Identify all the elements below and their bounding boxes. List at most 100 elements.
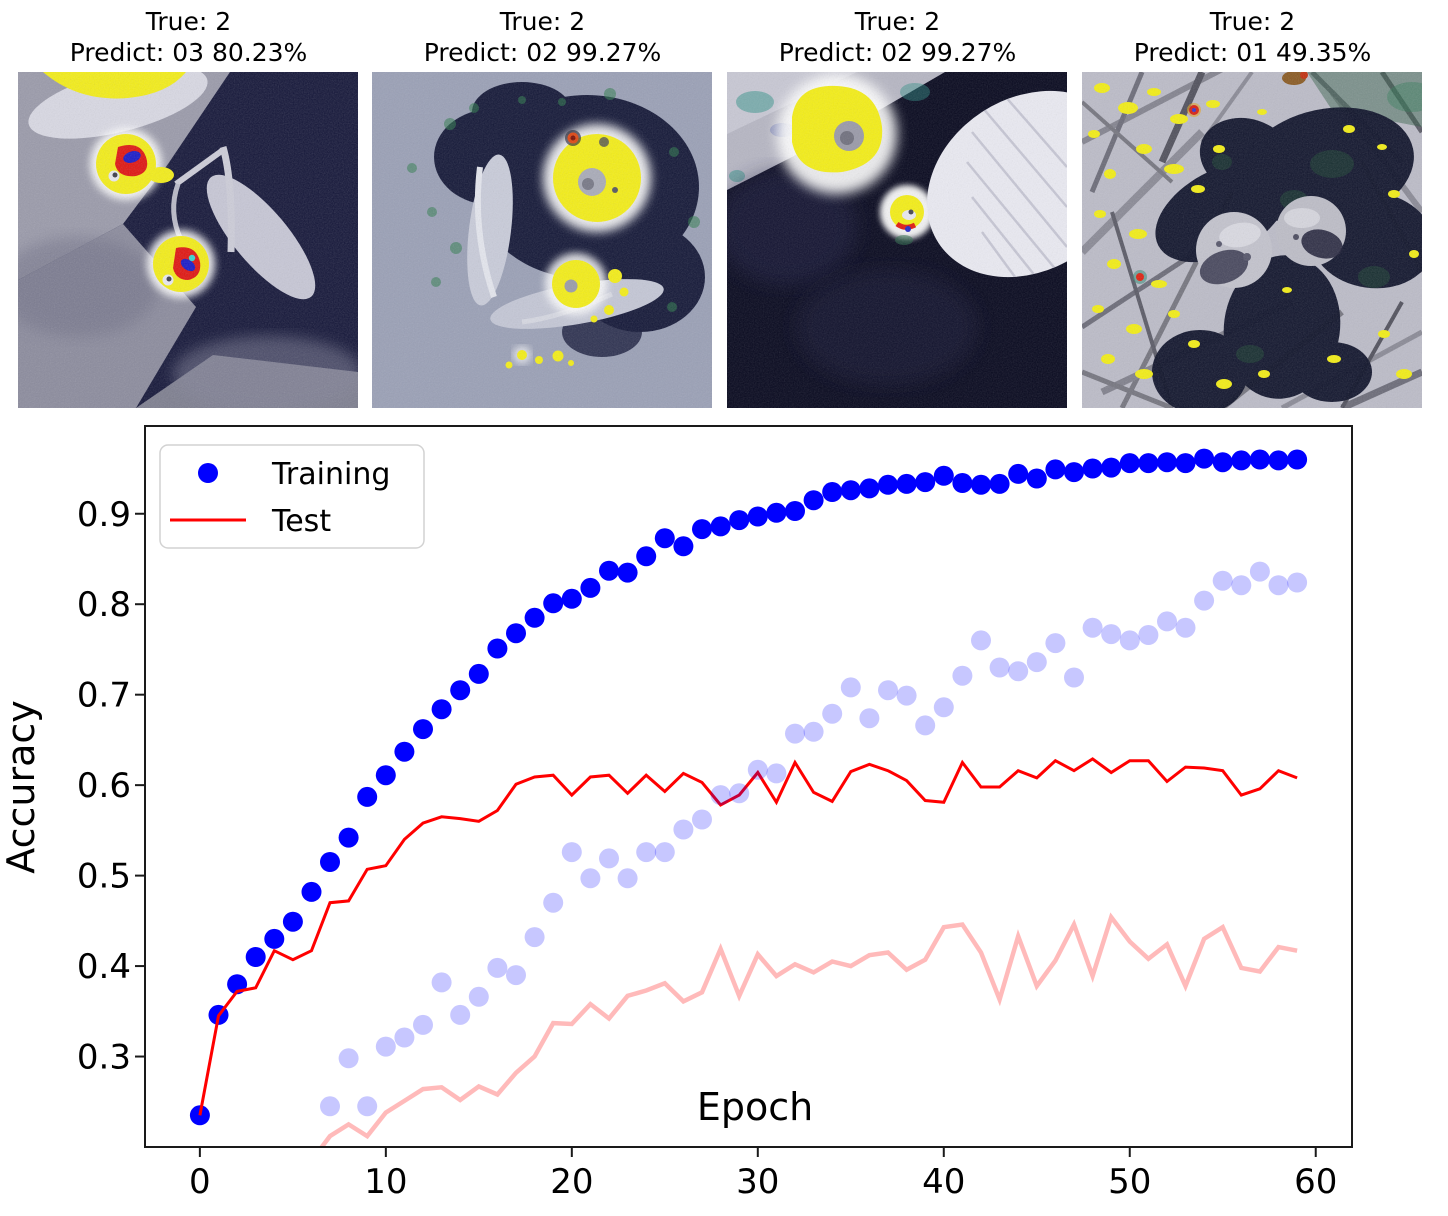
y-tick-label: 0.4 xyxy=(77,947,131,987)
training-point xyxy=(450,680,471,701)
training-faded-point xyxy=(543,892,564,913)
training-faded-point xyxy=(413,1014,433,1035)
test-line xyxy=(198,757,1298,1116)
predict-label-3: Predict: 02 99.27% xyxy=(778,38,1017,67)
plot-border xyxy=(144,425,1353,1148)
training-point xyxy=(1119,453,1140,474)
training-faded-point xyxy=(1138,625,1159,645)
training-faded-point xyxy=(971,630,991,651)
prediction-panel-1: True: 2 Predict: 03 80.23% xyxy=(18,6,359,408)
training-point xyxy=(1138,453,1159,474)
training-point xyxy=(1101,457,1122,478)
training-point xyxy=(896,473,917,494)
training-faded-point xyxy=(1212,570,1233,591)
training-point xyxy=(1026,468,1047,489)
predict-label-4: Predict: 01 49.35% xyxy=(1133,38,1372,67)
training-faded-point xyxy=(1157,611,1177,632)
training-faded-point xyxy=(859,708,880,729)
training-point xyxy=(338,827,359,848)
training-point xyxy=(189,1105,210,1126)
training-faded-point xyxy=(840,677,861,698)
training-faded-point xyxy=(394,1027,415,1048)
y-tick-label: 0.8 xyxy=(77,585,131,625)
training-faded-point xyxy=(1045,633,1066,654)
x-axis-label: Epoch xyxy=(697,1085,813,1129)
chart-series xyxy=(189,448,1308,1147)
training-point xyxy=(599,560,619,581)
training-point xyxy=(989,473,1010,494)
training-faded-point xyxy=(357,1096,378,1117)
predict-label-1: Predict: 03 80.23% xyxy=(69,38,308,67)
training-point xyxy=(840,480,861,501)
training-faded-point xyxy=(1175,617,1196,638)
training-faded-point xyxy=(506,965,526,986)
legend: Training Test xyxy=(159,444,425,549)
training-point xyxy=(487,638,508,659)
training-point xyxy=(1175,453,1196,474)
training-faded-point xyxy=(431,972,452,993)
training-point xyxy=(357,786,378,807)
training-point xyxy=(933,465,954,486)
accuracy-chart: 0 10 20 30 40 50 60 0.3 0.4 0.5 0.6 0.7 0.8 0.9 Epoch A… xyxy=(0,425,1353,1202)
training-faded-point xyxy=(1064,667,1084,688)
training-faded-point xyxy=(785,723,805,744)
true-label-4: True: 2 xyxy=(1209,7,1296,36)
training-faded-point xyxy=(338,1048,359,1069)
y-tick-label: 0.5 xyxy=(77,857,131,897)
training-point xyxy=(524,607,545,628)
training-faded-point xyxy=(375,1036,396,1057)
training-faded-point xyxy=(989,657,1010,678)
training-point xyxy=(468,663,489,684)
training-faded-point xyxy=(747,759,768,780)
training-point xyxy=(375,765,396,786)
training-point xyxy=(1194,448,1215,469)
true-label-2: True: 2 xyxy=(499,7,586,36)
training-faded-point xyxy=(710,785,731,806)
training-point xyxy=(766,502,787,523)
training-point xyxy=(1212,452,1233,473)
heatmap-image-3 xyxy=(727,72,1067,408)
training-faded-point xyxy=(1249,561,1270,582)
panel-title-4: True: 2 Predict: 01 49.35% xyxy=(1082,6,1423,70)
predict-label-2: Predict: 02 99.27% xyxy=(423,38,662,67)
training-faded-point xyxy=(1231,575,1252,596)
true-label-1: True: 2 xyxy=(145,7,232,36)
training-point xyxy=(971,474,991,495)
heatmap-image-2 xyxy=(372,72,712,408)
x-tick-label: 20 xyxy=(550,1162,593,1202)
training-faded-point xyxy=(487,957,508,978)
training-point xyxy=(1008,463,1029,484)
training-faded-point xyxy=(561,842,582,863)
training-faded-point xyxy=(320,1096,340,1117)
training-faded-point xyxy=(1008,661,1029,682)
training-point xyxy=(301,881,322,902)
training-point xyxy=(710,516,731,537)
y-axis-label: Accuracy xyxy=(0,700,43,874)
training-point xyxy=(729,510,750,531)
training-point xyxy=(506,623,526,644)
training-point xyxy=(1268,450,1289,471)
training-point xyxy=(282,911,303,932)
training-point xyxy=(952,473,973,493)
training-faded-point xyxy=(1194,590,1215,611)
training-point xyxy=(394,741,415,762)
training-faded-point xyxy=(580,868,601,889)
training-faded-point xyxy=(524,927,545,948)
test-faded-line xyxy=(318,912,1298,1147)
training-point xyxy=(561,588,582,609)
training-point xyxy=(264,928,285,949)
heatmap-image-1 xyxy=(18,72,358,408)
training-faded-point xyxy=(1287,572,1308,593)
training-faded-point xyxy=(878,680,898,701)
training-point xyxy=(822,482,843,502)
training-faded-point xyxy=(766,763,787,784)
legend-marker-training xyxy=(198,463,218,483)
true-label-3: True: 2 xyxy=(854,7,941,36)
training-point xyxy=(1045,459,1066,480)
training-point xyxy=(245,947,266,967)
training-faded-point xyxy=(654,842,675,863)
training-point xyxy=(747,506,768,527)
x-tick-label: 0 xyxy=(189,1162,211,1202)
legend-box xyxy=(159,444,425,549)
